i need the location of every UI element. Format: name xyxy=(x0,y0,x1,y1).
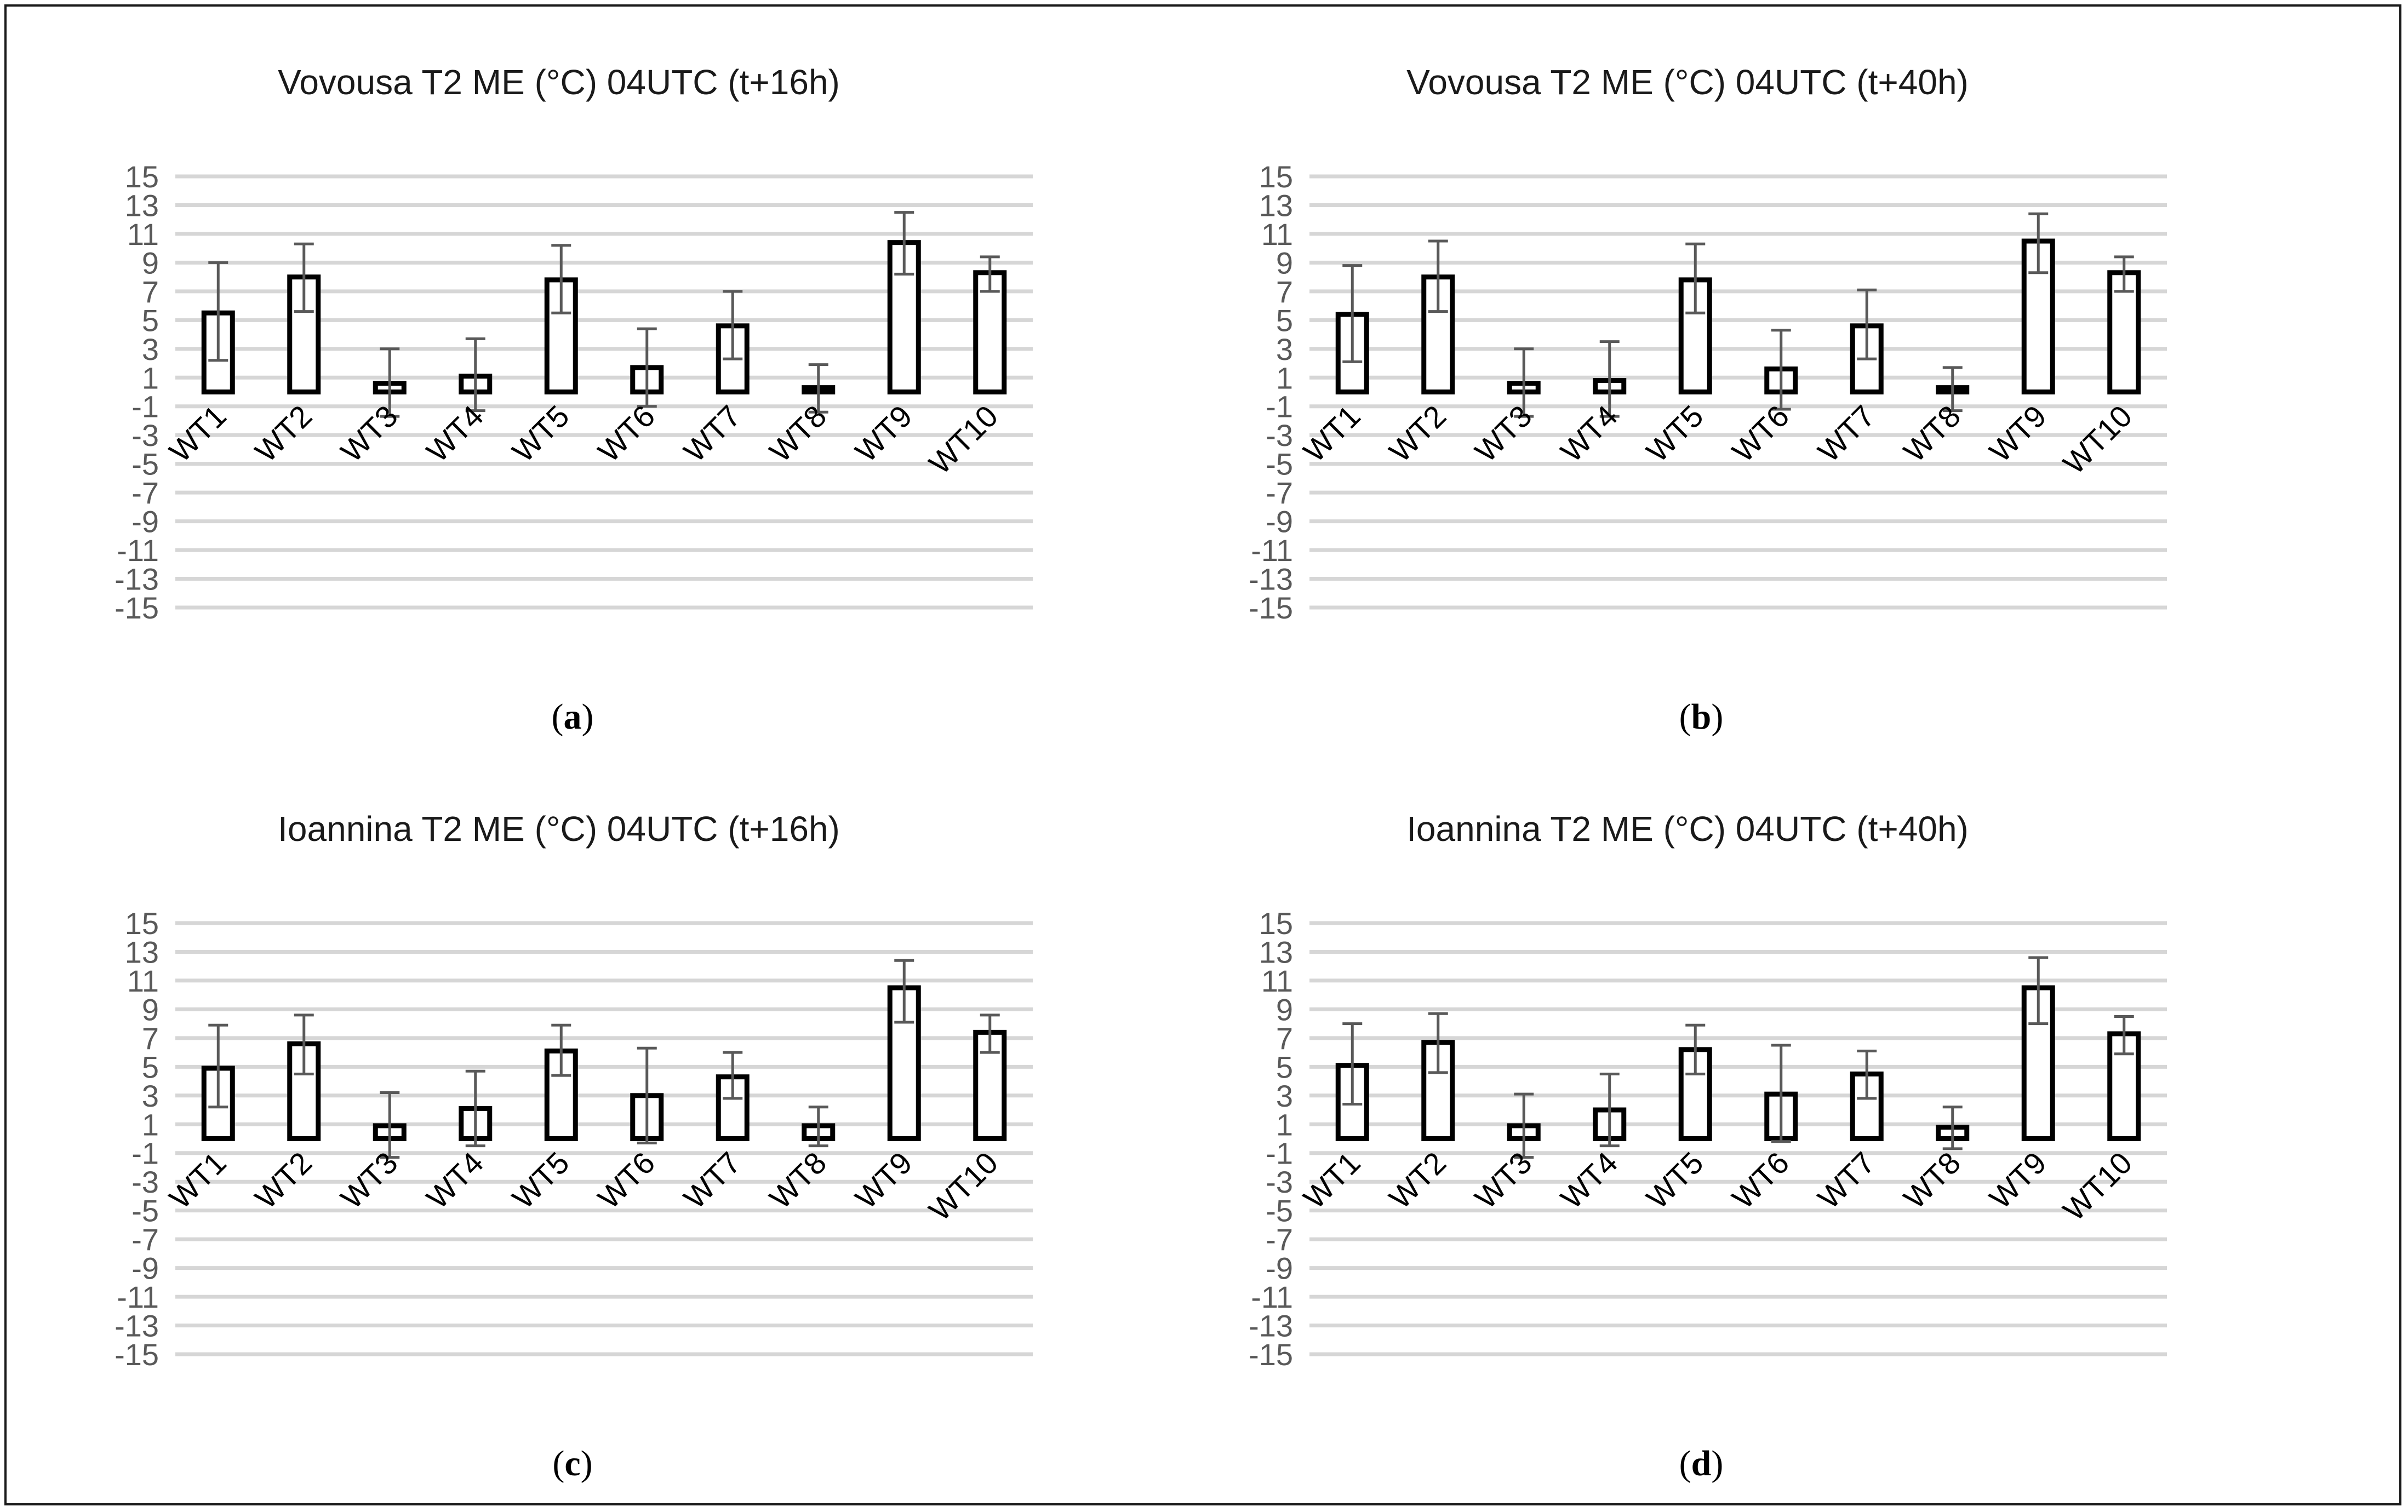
y-tick-label: 1 xyxy=(142,360,159,395)
y-tick-label: -9 xyxy=(131,505,159,539)
y-tick-label: -13 xyxy=(1249,562,1293,597)
y-tick-label: 9 xyxy=(1276,992,1293,1027)
chart-panel-b: Vovousa T2 ME (°C) 04UTC (t+40h)15131197… xyxy=(1249,62,2167,737)
y-tick-label: -15 xyxy=(115,1337,159,1372)
y-tick-label: 13 xyxy=(1259,188,1293,222)
y-tick-label: 15 xyxy=(125,159,159,194)
y-tick-label: -15 xyxy=(1249,591,1293,625)
y-tick-label: -13 xyxy=(115,562,159,597)
chart-title: Ioannina T2 ME (°C) 04UTC (t+16h) xyxy=(278,809,840,849)
bar xyxy=(287,1041,321,1141)
y-tick-label: -7 xyxy=(131,1222,159,1257)
y-tick-label: -3 xyxy=(131,1165,159,1199)
y-tick-label: -7 xyxy=(1266,476,1293,510)
x-tick-label: WT10 xyxy=(922,398,1004,480)
y-tick-label: -5 xyxy=(131,1194,159,1228)
y-tick-label: -15 xyxy=(1249,1337,1293,1372)
y-tick-label: 3 xyxy=(142,332,159,366)
y-tick-label: -1 xyxy=(1266,1136,1293,1171)
y-tick-label: 7 xyxy=(1276,1021,1293,1056)
y-tick-label: -9 xyxy=(131,1251,159,1286)
panel-label: (b) xyxy=(1679,697,1724,737)
y-tick-label: 9 xyxy=(1276,245,1293,280)
y-tick-label: -11 xyxy=(1251,533,1293,568)
y-tick-label: 7 xyxy=(1276,274,1293,309)
y-tick-label: -7 xyxy=(1266,1222,1293,1257)
y-tick-label: -1 xyxy=(1266,390,1293,424)
y-tick-label: 13 xyxy=(125,188,159,222)
y-tick-label: 5 xyxy=(1276,1050,1293,1084)
y-tick-label: 3 xyxy=(142,1079,159,1113)
y-tick-label: 9 xyxy=(142,992,159,1027)
y-tick-label: 11 xyxy=(127,964,159,998)
y-tick-label: -9 xyxy=(1266,1251,1293,1286)
y-tick-label: 3 xyxy=(1276,1079,1293,1113)
x-tick-label: WT10 xyxy=(2056,1145,2138,1227)
y-tick-label: -7 xyxy=(131,476,159,510)
y-tick-label: 5 xyxy=(142,1050,159,1084)
y-tick-label: -15 xyxy=(115,591,159,625)
y-tick-label: 5 xyxy=(1276,303,1293,337)
y-tick-label: 11 xyxy=(1261,217,1293,251)
y-tick-label: -5 xyxy=(1266,447,1293,482)
y-tick-label: -5 xyxy=(1266,1194,1293,1228)
panel-label: (d) xyxy=(1679,1444,1724,1484)
y-tick-label: 13 xyxy=(1259,935,1293,969)
chart-panel-c: Ioannina T2 ME (°C) 04UTC (t+16h)1513119… xyxy=(115,809,1033,1484)
y-tick-label: 7 xyxy=(142,1021,159,1056)
y-tick-label: 5 xyxy=(142,303,159,337)
y-tick-label: 1 xyxy=(1276,360,1293,395)
y-tick-label: -11 xyxy=(117,533,159,568)
chart-title: Vovousa T2 ME (°C) 04UTC (t+16h) xyxy=(278,62,840,102)
y-tick-label: 3 xyxy=(1276,332,1293,366)
y-tick-label: -1 xyxy=(131,390,159,424)
y-tick-label: 13 xyxy=(125,935,159,969)
y-tick-label: 1 xyxy=(1276,1107,1293,1142)
y-tick-label: -1 xyxy=(131,1136,159,1171)
y-tick-label: 1 xyxy=(142,1107,159,1142)
chart-panel-d: Ioannina T2 ME (°C) 04UTC (t+40h)1513119… xyxy=(1249,809,2167,1484)
y-tick-label: 15 xyxy=(1259,159,1293,194)
y-tick-label: -5 xyxy=(131,447,159,482)
y-tick-label: 9 xyxy=(142,245,159,280)
panel-label: (a) xyxy=(552,697,594,737)
y-tick-label: 11 xyxy=(1261,964,1293,998)
chart-title: Vovousa T2 ME (°C) 04UTC (t+40h) xyxy=(1406,62,1969,102)
y-tick-label: -13 xyxy=(1249,1309,1293,1343)
y-tick-label: -9 xyxy=(1266,505,1293,539)
y-tick-label: 15 xyxy=(125,906,159,941)
y-tick-label: 11 xyxy=(127,217,159,251)
panel-label: (c) xyxy=(552,1444,592,1484)
x-tick-label: WT10 xyxy=(2056,398,2138,480)
chart-title: Ioannina T2 ME (°C) 04UTC (t+40h) xyxy=(1406,809,1969,849)
y-tick-label: 7 xyxy=(142,274,159,309)
x-tick-label: WT10 xyxy=(922,1145,1004,1227)
chart-panel-a: Vovousa T2 ME (°C) 04UTC (t+16h)15131197… xyxy=(115,62,1033,737)
y-tick-label: -3 xyxy=(1266,418,1293,453)
y-tick-label: -13 xyxy=(115,1309,159,1343)
y-tick-label: -11 xyxy=(117,1280,159,1314)
figure-frame xyxy=(4,4,2401,1505)
y-tick-label: -3 xyxy=(1266,1165,1293,1199)
y-tick-label: -3 xyxy=(131,418,159,453)
y-tick-label: 15 xyxy=(1259,906,1293,941)
y-tick-label: -11 xyxy=(1251,1280,1293,1314)
